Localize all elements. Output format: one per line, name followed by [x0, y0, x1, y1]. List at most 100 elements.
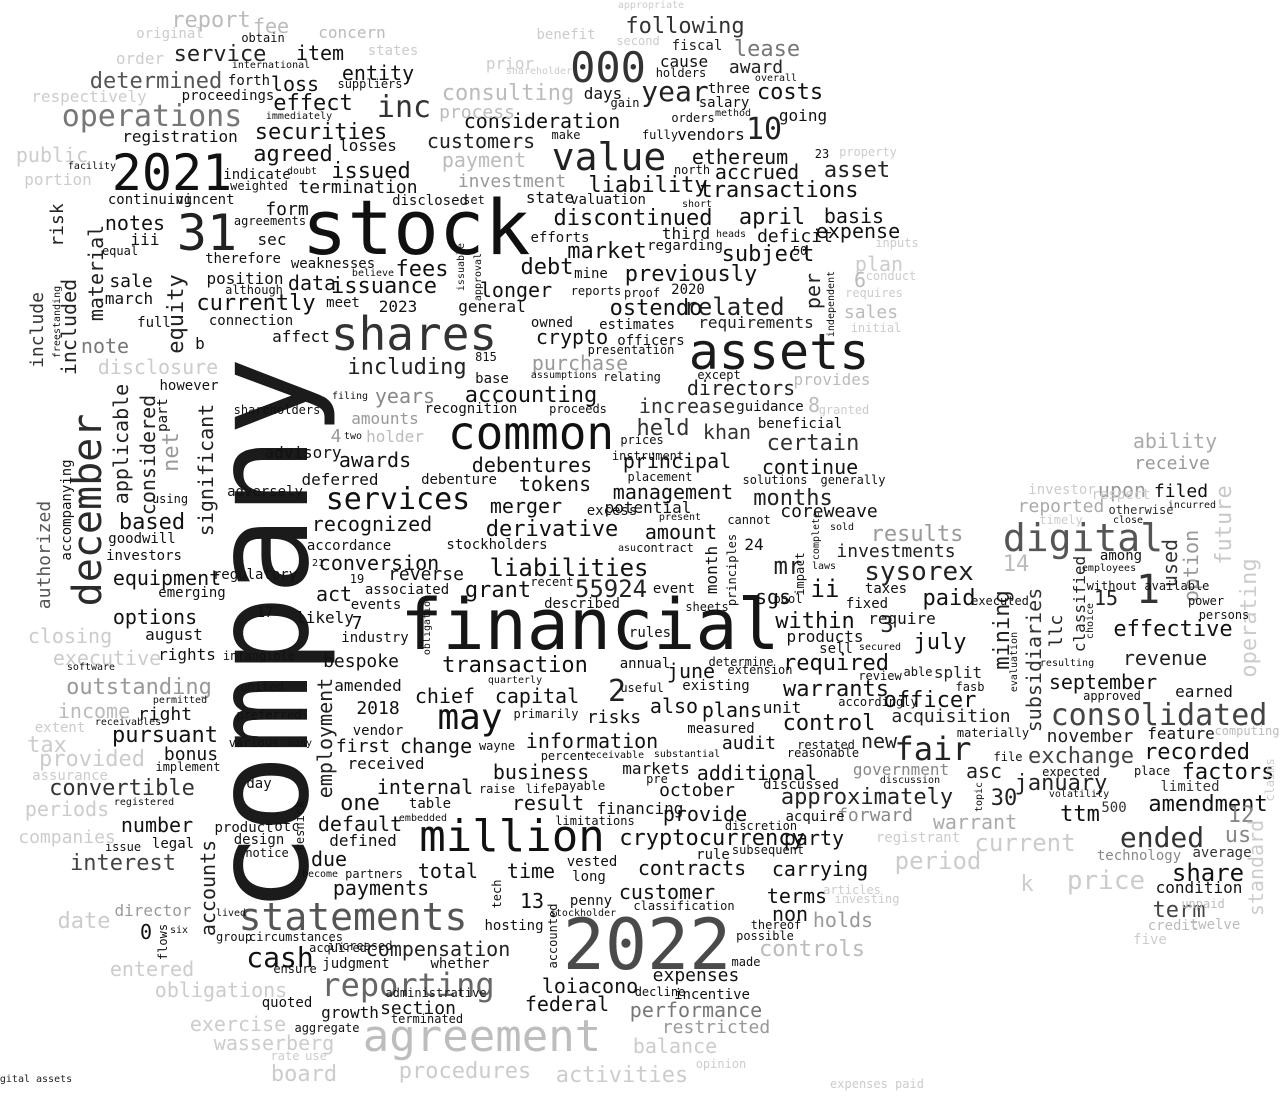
word-standard: standard	[1244, 819, 1268, 917]
word-approximately: approximately	[780, 785, 954, 810]
word-obligations: obligations	[154, 978, 288, 1002]
word-holder: holder	[366, 427, 424, 446]
word-unit: unit	[762, 698, 802, 717]
word-circumstances: circumstances	[249, 930, 343, 944]
word-carrying: carrying	[771, 857, 869, 881]
word-immediately: immediately	[265, 111, 333, 122]
word-derivative: derivative	[485, 517, 619, 542]
word-ended: ended	[1119, 821, 1205, 854]
word-registrant: registrant	[875, 830, 961, 846]
word-years: years	[374, 384, 436, 408]
word-digital-assets: digital assets	[0, 1074, 73, 1085]
word-determined: determined	[89, 69, 223, 94]
word-equity: equity	[164, 274, 189, 354]
word-stock: stock	[301, 183, 531, 272]
word-pursuant: pursuant	[112, 723, 218, 748]
word-cryptocurrency: cryptocurrency	[619, 826, 805, 851]
word-wayne: wayne	[478, 739, 516, 753]
word-review: review	[858, 669, 902, 683]
word-obligation: obligation	[422, 594, 433, 656]
word-public: public	[15, 143, 89, 167]
word-currently: currently	[196, 291, 316, 316]
word-split: split	[933, 663, 983, 682]
word-2018: 2018	[356, 698, 400, 719]
word-although: although	[225, 283, 283, 297]
word-made: made	[731, 955, 761, 969]
word-percent: percent	[540, 749, 592, 763]
word-closing: closing	[27, 624, 113, 648]
word-process: process	[439, 102, 515, 123]
word-event: event	[652, 581, 696, 597]
word-principal: principal	[622, 449, 732, 473]
word-income: income	[57, 699, 131, 723]
word-55924: 55924	[574, 575, 648, 603]
word-effective: effective	[1113, 617, 1233, 642]
word-discussion: discussion	[879, 775, 941, 786]
word-upon: upon	[1097, 478, 1147, 502]
word-future: future	[1212, 485, 1237, 565]
word-acquired: acquired	[309, 941, 367, 955]
word-regarding: regarding	[647, 238, 723, 254]
word-may: may	[437, 697, 503, 738]
word-compensation: compensation	[365, 937, 511, 961]
word-party: party	[783, 826, 845, 850]
word-officer: officer	[883, 688, 977, 713]
word-authorized: authorized	[34, 500, 55, 610]
word-fair: fair	[894, 730, 972, 768]
word-defined: defined	[329, 831, 397, 850]
word-executive: executive	[52, 646, 162, 670]
word-continue: continue	[761, 455, 859, 479]
word-loss: loss	[270, 72, 320, 96]
word-meet: meet	[326, 295, 360, 311]
word-advisory: advisory	[264, 443, 342, 462]
word-investing: investing	[834, 892, 900, 906]
word-notes: notes	[104, 211, 166, 235]
word-emerging: emerging	[158, 585, 226, 601]
word-facility: facility	[67, 161, 117, 172]
word-investors: investors	[106, 548, 182, 564]
word-suppliers: suppliers	[337, 77, 403, 91]
word-believe: believe	[351, 268, 395, 279]
word-complete: complete	[811, 511, 822, 561]
word-subject: subject	[721, 242, 815, 267]
word-fees: fees	[395, 257, 449, 282]
word-approved: approved	[1083, 689, 1141, 703]
word-loiacono: loiacono	[541, 974, 639, 998]
word-concern: concern	[318, 23, 386, 42]
word-balance: balance	[632, 1034, 718, 1058]
word-requires: requires	[845, 286, 903, 300]
word-per: per	[801, 272, 825, 310]
word-respect: respect	[1091, 487, 1151, 503]
word-relating: relating	[603, 370, 661, 384]
word-unpaid: unpaid	[1181, 897, 1225, 911]
word-incurred: incurred	[1167, 500, 1217, 511]
word-right: right	[137, 704, 193, 725]
word-convertible: convertible	[49, 776, 195, 801]
word-excess: excess	[586, 503, 638, 519]
word-10: 10	[745, 112, 783, 147]
word-position: position	[206, 269, 284, 288]
word-restricted: restricted	[661, 1017, 771, 1038]
word-12: 12	[1227, 803, 1255, 828]
word-state: state	[525, 188, 575, 207]
word-employees: employees	[1081, 563, 1137, 574]
word-credit: credit	[1147, 918, 1199, 934]
word-pool: pool	[773, 592, 803, 606]
word-full: full	[137, 315, 171, 331]
word-17: 17	[256, 605, 274, 621]
word-efforts: efforts	[530, 230, 590, 246]
word-vincent: vincent	[175, 192, 235, 208]
word-file: file	[993, 750, 1023, 764]
word-use: use	[305, 1049, 327, 1063]
word-market: market	[567, 239, 647, 264]
word-terminated: terminated	[390, 1012, 464, 1026]
word-proceeds: proceeds	[549, 402, 607, 416]
word-vendors: vendors	[677, 125, 745, 144]
word-reasonable: reasonable	[786, 746, 860, 760]
word-opinion: opinion	[695, 1057, 747, 1071]
word-appropriate: appropriate	[617, 0, 685, 11]
word-payment: payment	[441, 148, 527, 172]
word-extension: extension	[727, 663, 793, 677]
word-tokens: tokens	[518, 472, 592, 496]
